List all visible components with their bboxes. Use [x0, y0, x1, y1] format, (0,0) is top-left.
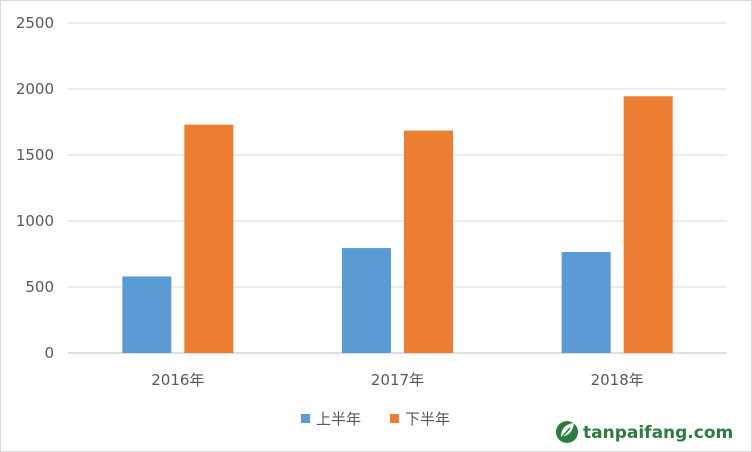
y-tick-label: 2000 — [16, 80, 54, 98]
y-tick-label: 1000 — [16, 212, 54, 230]
y-axis-tick-labels: 0 500 1000 1500 2000 2500 — [16, 14, 54, 362]
y-tick-label: 500 — [25, 278, 54, 296]
y-tick-label: 1500 — [16, 146, 54, 164]
watermark-text: tanpaifang.com — [583, 423, 733, 443]
bar-first-half — [342, 248, 391, 353]
bar-first-half — [561, 252, 611, 353]
legend-label: 下半年 — [405, 410, 450, 428]
x-tick-label: 2017年 — [371, 371, 424, 389]
legend-label: 上半年 — [316, 410, 361, 428]
watermark: tanpaifang.com — [556, 421, 733, 443]
legend-swatch — [301, 414, 310, 423]
bar-second-half — [404, 130, 453, 353]
bar-first-half — [122, 276, 172, 353]
legend: 上半年 下半年 — [301, 410, 450, 428]
bars — [122, 96, 673, 353]
leaf-logo-icon — [556, 421, 578, 443]
legend-swatch — [390, 414, 399, 423]
x-axis: 2016年 2017年 2018年 — [151, 371, 644, 389]
y-tick-label: 0 — [44, 344, 54, 362]
y-tick-label: 2500 — [16, 14, 54, 32]
bar-second-half — [184, 124, 234, 353]
bar-second-half — [623, 96, 673, 353]
gridlines — [68, 22, 727, 354]
x-tick-label: 2018年 — [591, 371, 644, 389]
x-tick-label: 2016年 — [151, 371, 204, 389]
